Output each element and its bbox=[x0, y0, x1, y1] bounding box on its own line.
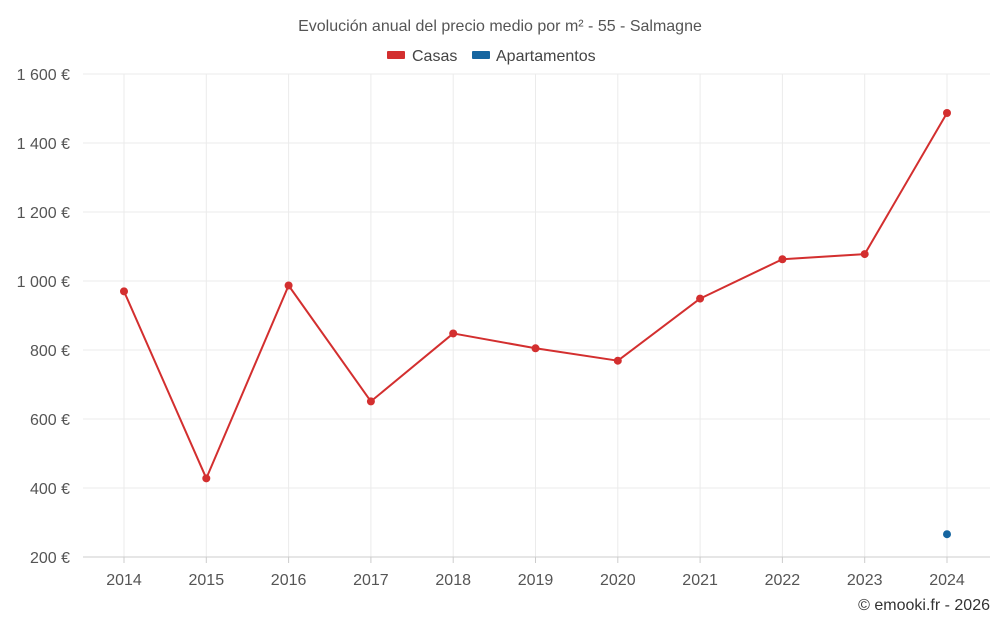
data-point-casas[interactable] bbox=[449, 329, 458, 338]
y-tick-label: 1 200 € bbox=[17, 205, 70, 222]
y-tick-label: 1 600 € bbox=[17, 67, 70, 84]
y-axis: 200 € 400 € 600 € 800 € 1 000 € 1 200 € 1 400 … bbox=[17, 67, 70, 567]
legend-swatch-apartamentos bbox=[472, 51, 490, 59]
data-point-casas[interactable] bbox=[531, 344, 540, 353]
x-tick-label: 2015 bbox=[189, 572, 225, 589]
x-tick-label: 2017 bbox=[353, 572, 389, 589]
data-point-apartamentos[interactable] bbox=[943, 530, 951, 539]
y-tick-label: 1 000 € bbox=[17, 274, 70, 291]
data-point-casas[interactable] bbox=[778, 255, 787, 264]
data-point-casas[interactable] bbox=[120, 287, 128, 296]
chart-title: Evolución anual del precio medio por m² … bbox=[298, 18, 702, 35]
x-tick-label: 2021 bbox=[682, 572, 718, 589]
x-tick-label: 2018 bbox=[435, 572, 471, 589]
y-tick-label: 600 € bbox=[30, 412, 70, 429]
x-tick-label: 2022 bbox=[765, 572, 801, 589]
y-tick-label: 800 € bbox=[30, 343, 70, 360]
data-point-casas[interactable] bbox=[860, 250, 869, 259]
y-tick-label: 1 400 € bbox=[17, 136, 70, 153]
x-tick-label: 2016 bbox=[271, 572, 307, 589]
data-point-casas[interactable] bbox=[284, 281, 293, 290]
legend-label-casas[interactable]: Casas bbox=[412, 48, 457, 65]
data-point-casas[interactable] bbox=[202, 474, 211, 483]
x-axis: 2014 2015 2016 2017 2018 2019 2020 2021 2022 2023… bbox=[106, 557, 965, 589]
x-tick-label: 2024 bbox=[929, 572, 965, 589]
data-point-casas[interactable] bbox=[696, 294, 705, 303]
x-tick-label: 2020 bbox=[600, 572, 636, 589]
x-tick-label: 2019 bbox=[518, 572, 554, 589]
data-point-casas[interactable] bbox=[613, 356, 622, 365]
legend-label-apartamentos[interactable]: Apartamentos bbox=[496, 48, 596, 65]
x-tick-label: 2023 bbox=[847, 572, 883, 589]
x-tick-label: 2014 bbox=[106, 572, 142, 589]
y-tick-label: 200 € bbox=[30, 550, 70, 567]
chart-credit: © emooki.fr - 2026 bbox=[858, 597, 990, 614]
y-tick-label: 400 € bbox=[30, 481, 70, 498]
series-layer bbox=[120, 108, 951, 539]
legend-swatch-casas bbox=[387, 51, 405, 59]
legend: Casas Apartamentos bbox=[387, 48, 596, 65]
data-point-casas[interactable] bbox=[366, 397, 375, 406]
data-point-casas[interactable] bbox=[943, 108, 951, 117]
grid-lines bbox=[83, 73, 990, 557]
